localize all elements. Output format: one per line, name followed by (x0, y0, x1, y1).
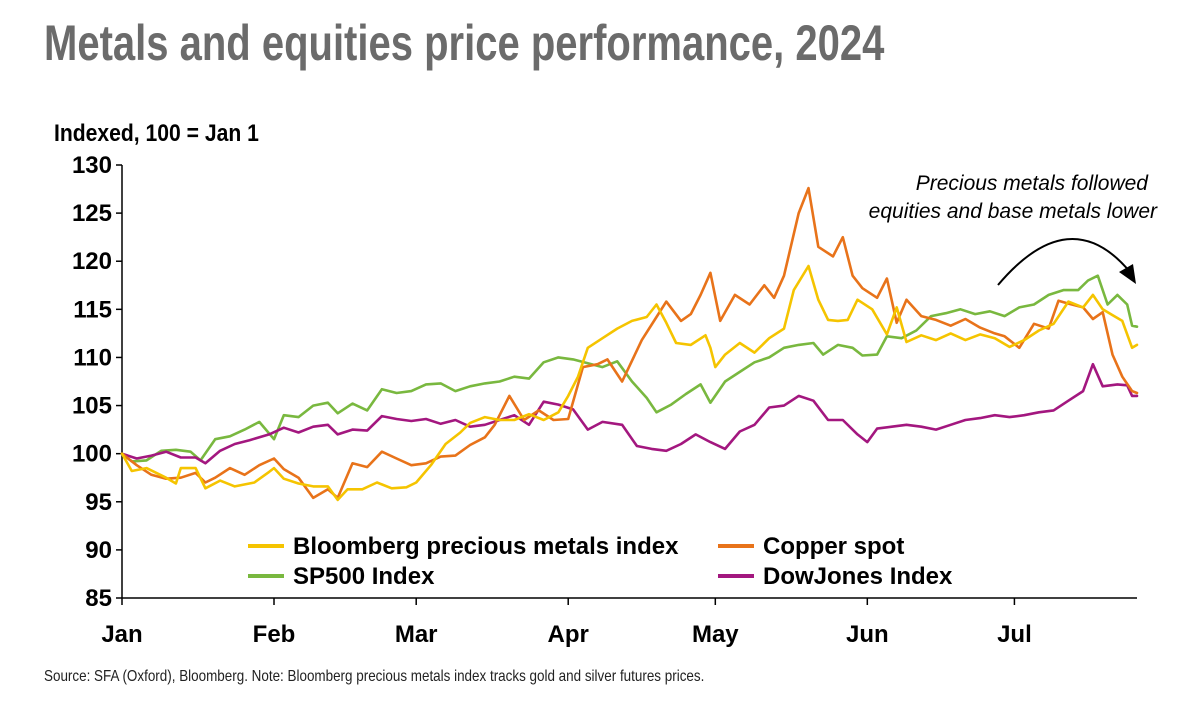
annotation-line-2: equities and base metals lower (869, 200, 1158, 223)
axes: 85 90 95 100 105 110 115 120 125 130 Jan Feb Mar Apr M… (72, 152, 1137, 648)
legend-label: Copper spot (763, 533, 904, 560)
x-tick-label: Jun (846, 621, 889, 648)
y-tick-label: 115 (73, 296, 112, 323)
y-tick-label: 130 (72, 152, 112, 179)
y-tick-label: 100 (72, 441, 112, 468)
legend-label: Bloomberg precious metals index (293, 533, 679, 560)
annotation-arrow (997, 238, 1131, 286)
x-tick-label: Apr (548, 621, 589, 648)
annotation-arrowhead-icon (1119, 264, 1136, 284)
series-line-1 (120, 186, 1139, 500)
annotation-line-1: Precious metals followed (916, 172, 1150, 195)
y-tick-label: 95 (85, 489, 112, 516)
y-tick-label: 125 (72, 200, 112, 227)
annotation: Precious metals followed equities and ba… (869, 172, 1158, 286)
chart-title: Metals and equities price performance, 2… (44, 15, 885, 71)
y-tick-label: 120 (72, 248, 112, 275)
legend: Bloomberg precious metals index Copper sp… (248, 533, 953, 590)
legend-label: SP500 Index (293, 563, 435, 590)
source-note: Source: SFA (Oxford), Bloomberg. Note: B… (44, 668, 705, 685)
x-tick-label: Mar (395, 621, 438, 648)
y-tick-label: 110 (73, 344, 112, 371)
x-tick-label: Jul (997, 621, 1032, 648)
series-layer (120, 186, 1139, 502)
y-tick-label: 105 (72, 393, 112, 420)
series-line-2 (120, 274, 1139, 463)
y-tick-label: 85 (85, 585, 112, 612)
y-tick-label: 90 (85, 537, 112, 564)
series-line-3 (120, 362, 1139, 465)
x-tick-label: May (692, 621, 739, 648)
y-axis-unit-label: Indexed, 100 = Jan 1 (54, 120, 259, 147)
x-tick-label: Jan (101, 621, 142, 648)
legend-label: DowJones Index (763, 563, 953, 590)
series-line-0 (120, 264, 1139, 502)
x-tick-label: Feb (253, 621, 296, 648)
